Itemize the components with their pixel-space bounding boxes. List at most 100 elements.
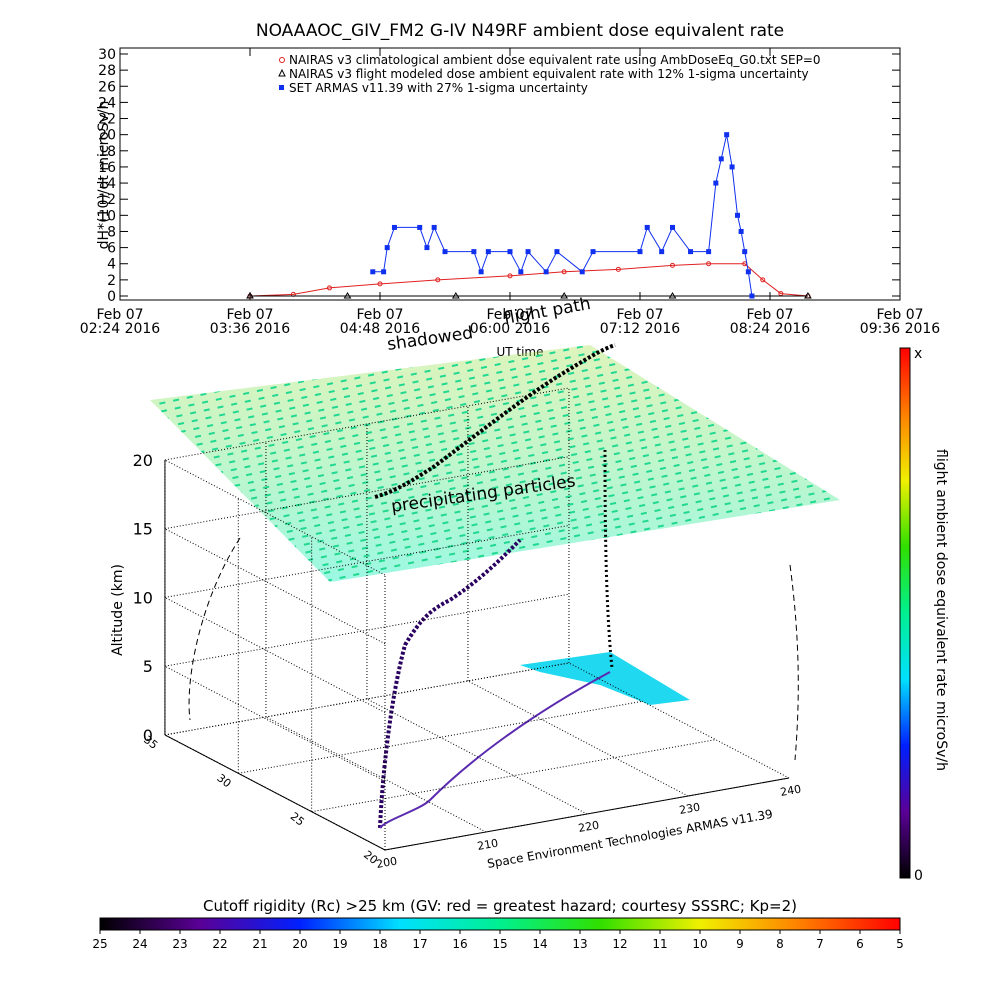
data-point: [507, 273, 513, 279]
colorbar-tick-label: 11: [652, 937, 667, 951]
y-axis-label: dH*(10)/dt microSv/h: [96, 101, 112, 250]
data-point: [391, 224, 397, 230]
x-tick-label: 240: [779, 783, 802, 799]
shadow-path: [789, 564, 799, 761]
data-point: [451, 292, 460, 299]
data-point: [729, 164, 735, 170]
colorbar-tick-label: 18: [372, 937, 387, 951]
y-tick-label: 22: [98, 112, 116, 128]
ground-track: [379, 671, 611, 829]
colorbar-tick-label: 5: [896, 937, 904, 951]
colorbar-tick-label: x: [914, 346, 922, 362]
colorbar-tick-label: 10: [692, 937, 707, 951]
data-point: [735, 212, 740, 218]
legend-label: NAIRAS v3 flight modeled dose ambient eq…: [289, 67, 809, 81]
grid-line: [568, 662, 790, 779]
axis: [384, 777, 790, 851]
legend-marker: [278, 68, 286, 77]
data-point: [745, 269, 751, 275]
colorbar-tick-label: 17: [412, 937, 427, 951]
data-point: [637, 249, 643, 255]
y-tick-label: 30: [98, 47, 116, 63]
colorbar-tick-label: 23: [172, 937, 187, 951]
y-tick-label: 6: [107, 241, 116, 257]
flight-path: [378, 538, 522, 829]
descent-path: [603, 449, 614, 669]
chart-title: NOAAAOC_GIV_FM2 G-IV N49RF ambient dose …: [256, 21, 784, 41]
colorbar-tick-label: 14: [532, 937, 547, 951]
data-point: [742, 249, 748, 255]
grid-line: [164, 662, 570, 736]
x-tick-label: Feb 07: [96, 307, 143, 323]
y-tick-label: 4: [107, 257, 116, 273]
x-tick-label: 07:12 2016: [600, 321, 681, 337]
data-point: [738, 228, 744, 234]
y-tick-label: 28: [98, 63, 116, 79]
colorbar-tick-label: 21: [252, 937, 267, 951]
y-tick-label: 26: [98, 79, 116, 95]
data-point: [670, 224, 675, 230]
particle-layer-texture: [150, 345, 840, 582]
data-point: [561, 269, 567, 275]
y-tick-label: 0: [107, 289, 116, 305]
y-tick-label: 20: [98, 128, 116, 144]
data-point: [370, 269, 376, 275]
colorbar-tick-label: 7: [816, 937, 824, 951]
data-point: [507, 249, 513, 255]
x-tick-label: 210: [476, 837, 499, 853]
data-point: [377, 281, 383, 287]
legend-marker: [279, 85, 284, 90]
colorbar-tick-label: 13: [572, 937, 587, 951]
flight-path-top: [374, 343, 616, 499]
credit: Space Environment Technologies ARMAS v11…: [486, 807, 774, 871]
data-point: [246, 292, 254, 299]
x-tick-label: Feb 07: [616, 307, 663, 323]
colorbar: [99, 917, 901, 931]
data-point: [343, 292, 352, 299]
x-tick-label: Feb 07: [356, 307, 403, 323]
data-point: [688, 249, 694, 255]
series-line: [249, 263, 808, 297]
legend-label: SET ARMAS v11.39 with 27% 1-sigma uncert…: [289, 81, 588, 95]
axis: [164, 734, 386, 851]
data-point: [525, 249, 531, 255]
x-tick-label: 02:24 2016: [80, 321, 161, 337]
z-tick-label: 20: [133, 451, 153, 470]
y-tick-label: 10: [98, 208, 116, 224]
cutoff-region: [520, 652, 690, 705]
data-point: [659, 249, 665, 255]
legend-marker: [279, 57, 285, 63]
x-tick-label: 08:24 2016: [730, 321, 811, 337]
legend-label: NAIRAS v3 climatological ambient dose eq…: [289, 53, 821, 67]
data-point: [760, 277, 766, 283]
z-tick-label: 0: [143, 726, 153, 745]
x-tick-label: 220: [577, 819, 600, 835]
colorbar: [899, 347, 911, 879]
data-point: [804, 292, 812, 299]
z-tick-label: 15: [133, 520, 153, 539]
data-point: [442, 249, 448, 255]
colorbar-tick-label: 0: [914, 868, 923, 884]
colorbar-tick-label: 19: [332, 937, 347, 951]
y-tick-label: 25: [288, 810, 307, 829]
colorbar-label: flight ambient dose equivalent rate micr…: [933, 449, 949, 771]
data-point: [431, 224, 437, 230]
x-tick-label: 200: [375, 855, 398, 871]
colorbar-tick-label: 22: [212, 937, 227, 951]
data-point: [417, 224, 423, 230]
x-tick-label: Feb 07: [876, 307, 923, 323]
data-point: [326, 285, 332, 291]
data-point: [644, 224, 650, 230]
data-point: [713, 180, 719, 186]
data-point: [554, 249, 560, 255]
shadow-path: [188, 537, 241, 721]
x-tick-label: Feb 07: [486, 307, 533, 323]
grid-line: [238, 700, 643, 774]
colorbar-tick-label: 8: [776, 937, 784, 951]
colorbar-tick-label: 15: [492, 937, 507, 951]
data-point: [590, 249, 596, 255]
colorbar-tick-label: 6: [856, 937, 864, 951]
data-point: [384, 245, 390, 251]
grid-line: [366, 698, 588, 815]
